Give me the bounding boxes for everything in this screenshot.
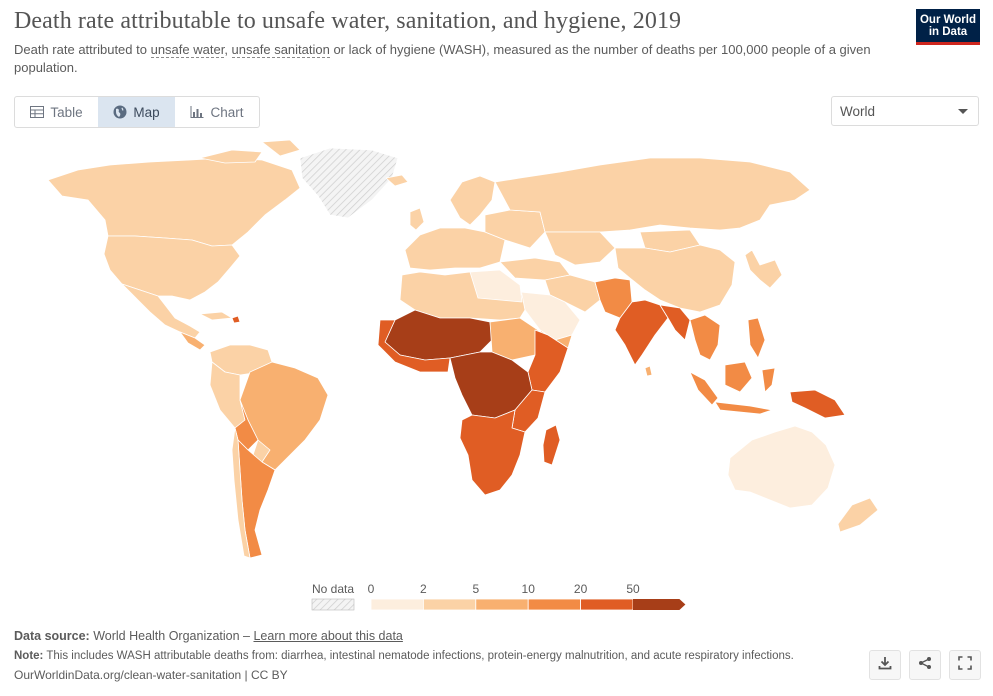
map-legend: No data 0 2 5 10 20 50: [311, 582, 686, 611]
subtitle-text-start: Death rate attributed to: [14, 42, 151, 57]
region-kazakhstan[interactable]: [544, 231, 616, 266]
table-icon: [30, 106, 45, 118]
region-india[interactable]: [614, 299, 669, 366]
source-url[interactable]: OurWorldinData.org/clean-water-sanitatio…: [14, 668, 288, 682]
tab-map[interactable]: Map: [98, 97, 175, 127]
region-southeast-asia[interactable]: [689, 314, 721, 361]
legend-tick-label: 50: [626, 582, 640, 596]
subtitle-separator: ,: [224, 42, 232, 57]
region-sumatra[interactable]: [689, 371, 719, 406]
region-mexico[interactable]: [121, 283, 201, 339]
region-chile[interactable]: [231, 427, 251, 559]
data-source-text: World Health Organization –: [89, 629, 254, 643]
data-source-label: Data source:: [14, 629, 90, 643]
legend-swatch-0[interactable]: [370, 598, 424, 611]
legend-tick-label: 20: [574, 582, 588, 596]
tab-chart-label: Chart: [210, 104, 244, 120]
legend-tick-label: 5: [472, 582, 479, 596]
tab-map-label: Map: [133, 104, 160, 120]
legend-swatch-4[interactable]: [580, 598, 634, 611]
fullscreen-icon: [958, 655, 972, 675]
region-australia[interactable]: [727, 425, 836, 509]
region-canada[interactable]: [47, 157, 301, 247]
download-icon: [878, 656, 892, 675]
region-select-value: World: [840, 103, 876, 119]
region-haiti[interactable]: [231, 315, 241, 324]
data-source-line: Data source: World Health Organization –…: [14, 629, 403, 643]
legend-tick-label: 2: [420, 582, 427, 596]
region-new-guinea[interactable]: [789, 389, 846, 419]
region-madagascar[interactable]: [542, 424, 561, 466]
region-arctic-islands-2[interactable]: [261, 140, 301, 157]
tab-table[interactable]: Table: [15, 97, 98, 127]
legend-tick-label: 0: [368, 582, 375, 596]
legend-swatch-3[interactable]: [527, 598, 581, 611]
region-sri-lanka[interactable]: [644, 365, 653, 377]
region-china[interactable]: [614, 244, 736, 313]
legend-no-data-swatch: [311, 598, 355, 611]
region-select[interactable]: World: [831, 96, 979, 126]
owid-logo[interactable]: Our World in Data: [916, 9, 980, 45]
region-borneo[interactable]: [724, 361, 753, 393]
region-new-zealand[interactable]: [837, 497, 879, 533]
share-icon: [918, 656, 932, 675]
legend-swatch-5[interactable]: [633, 599, 686, 610]
unsafe-water-link[interactable]: unsafe water: [150, 42, 225, 58]
region-bangladesh-myanmar[interactable]: [659, 304, 691, 341]
region-sulawesi[interactable]: [761, 367, 776, 393]
region-arctic-islands-1[interactable]: [199, 149, 263, 164]
note-text: This includes WASH attributable deaths f…: [43, 650, 794, 662]
note-label: Note:: [14, 650, 44, 662]
region-southern-africa[interactable]: [459, 409, 526, 496]
globe-icon: [113, 105, 127, 119]
tab-table-label: Table: [50, 104, 83, 120]
region-egypt-libya[interactable]: [469, 269, 523, 303]
region-uk[interactable]: [409, 207, 425, 231]
tab-chart[interactable]: Chart: [175, 97, 259, 127]
share-button[interactable]: [909, 650, 941, 680]
view-tabs: Table Map Chart: [14, 96, 260, 128]
download-button[interactable]: [869, 650, 901, 680]
legend-tick-label: 10: [522, 582, 536, 596]
region-cuba[interactable]: [199, 311, 233, 321]
learn-more-link[interactable]: Learn more about this data: [253, 629, 403, 643]
region-korea-japan[interactable]: [744, 249, 783, 289]
fullscreen-button[interactable]: [949, 650, 981, 680]
region-java[interactable]: [714, 401, 773, 415]
chart-icon: [190, 106, 204, 118]
region-greenland[interactable]: [299, 147, 399, 219]
world-map: [47, 140, 879, 559]
unsafe-sanitation-link[interactable]: unsafe sanitation: [231, 42, 330, 58]
page-subtitle: Death rate attributed to unsafe water, u…: [14, 41, 894, 77]
subtitle-text-end: or lack of hygiene (WASH), measured as t…: [14, 42, 871, 75]
region-russia[interactable]: [494, 157, 811, 233]
legend-swatch-1[interactable]: [423, 598, 477, 611]
legend-no-data-label: No data: [312, 582, 354, 596]
region-philippines[interactable]: [747, 317, 766, 359]
legend-swatch-2[interactable]: [475, 598, 529, 611]
logo-line-1: Our World: [919, 14, 976, 26]
region-western-europe[interactable]: [404, 227, 506, 271]
note-line: Note: This includes WASH attributable de…: [14, 650, 794, 662]
chevron-down-icon: [958, 109, 968, 114]
region-scandinavia[interactable]: [449, 175, 496, 226]
page-title: Death rate attributable to unsafe water,…: [14, 8, 682, 34]
region-iceland[interactable]: [385, 174, 409, 187]
logo-line-2: in Data: [928, 26, 968, 38]
region-central-america[interactable]: [179, 331, 206, 351]
region-usa[interactable]: [103, 235, 241, 301]
